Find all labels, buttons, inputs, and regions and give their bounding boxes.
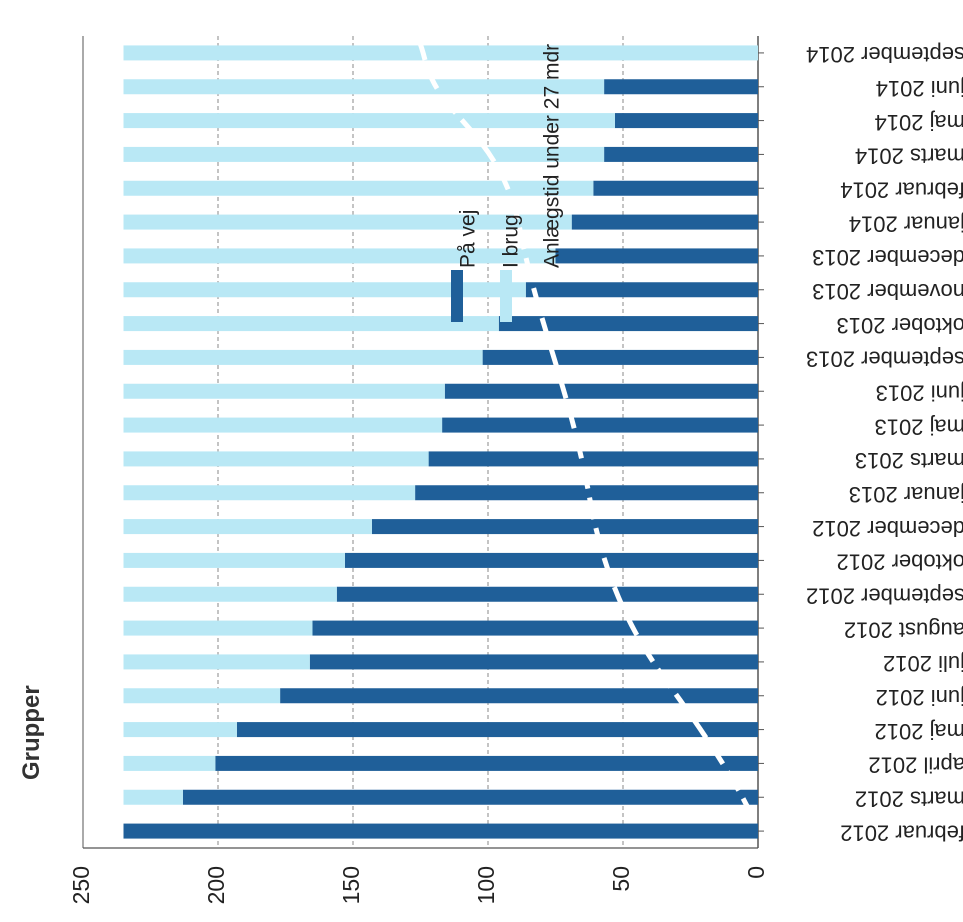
threshold-curve (369, 24, 756, 820)
bar-paa-vej (215, 755, 759, 771)
bar-paa-vej (309, 654, 758, 670)
bar-i-brug (123, 146, 605, 162)
value-tick-label: 250 (68, 866, 94, 904)
category-label: oktober 2012 (837, 550, 963, 575)
category-label: juli 2012 (883, 651, 963, 676)
bar-paa-vej (593, 180, 758, 196)
category-label: september 2013 (806, 347, 963, 372)
bar-paa-vej (428, 451, 758, 467)
bar-paa-vej (236, 722, 758, 738)
category-label: januar 2013 (849, 482, 963, 507)
bar-paa-vej (444, 383, 758, 399)
bar-i-brug (123, 552, 345, 568)
category-label: februar 2012 (840, 820, 963, 845)
bar-i-brug (123, 755, 216, 771)
bar-paa-vej (312, 620, 758, 636)
bar-i-brug (123, 519, 372, 535)
bar-paa-vej (415, 485, 758, 501)
legend-swatch-i-brug (500, 270, 512, 322)
value-tick-label: 100 (473, 866, 499, 904)
bar-paa-vej (604, 146, 758, 162)
category-label: august 2012 (844, 617, 963, 642)
bar-i-brug (123, 485, 416, 501)
bar-paa-vej (571, 214, 758, 230)
value-tick-label: 0 (743, 866, 769, 879)
bar-paa-vej (371, 519, 758, 535)
value-tick-label: 150 (338, 866, 364, 904)
bar-paa-vej (482, 349, 758, 365)
category-label: marts 2014 (855, 144, 963, 169)
bar-i-brug (123, 688, 281, 704)
bar-i-brug (123, 214, 572, 230)
bar-paa-vej (498, 316, 758, 332)
category-label: februar 2014 (840, 177, 963, 202)
category-label: januar 2014 (849, 211, 963, 236)
bar-i-brug (123, 654, 310, 670)
category-label: maj 2012 (874, 719, 963, 744)
category-label: marts 2013 (855, 448, 963, 473)
bar-paa-vej (182, 789, 758, 805)
bar-paa-vej (344, 552, 758, 568)
bar-i-brug (123, 248, 556, 264)
category-label: december 2013 (812, 245, 963, 270)
category-label: juni 2012 (876, 685, 963, 710)
category-label: juni 2014 (876, 76, 963, 101)
category-label: september 2014 (806, 42, 963, 67)
bar-i-brug (123, 722, 237, 738)
bar-paa-vej (336, 586, 758, 602)
bar-paa-vej (604, 79, 758, 95)
bar-i-brug (123, 789, 183, 805)
category-label: september 2012 (806, 583, 963, 608)
bar-i-brug (123, 383, 445, 399)
legend-swatch-paa-vej (451, 270, 463, 322)
category-label: april 2012 (868, 753, 963, 778)
category-label: oktober 2013 (837, 313, 963, 338)
category-label: maj 2014 (874, 110, 963, 135)
category-label: juni 2013 (876, 380, 963, 405)
bar-i-brug (123, 620, 313, 636)
bar-i-brug (123, 180, 594, 196)
bar-i-brug (123, 586, 337, 602)
category-label: december 2012 (812, 516, 963, 541)
bar-i-brug (123, 79, 605, 95)
bar-paa-vej (555, 248, 758, 264)
category-label: marts 2012 (855, 786, 963, 811)
bar-i-brug (123, 451, 429, 467)
bar-i-brug (123, 316, 499, 332)
bar-i-brug (123, 282, 526, 298)
bar-paa-vej (614, 113, 758, 129)
category-label: november 2013 (812, 279, 963, 304)
legend-label-paa-vej: På vej (457, 210, 480, 268)
value-tick-label: 50 (608, 866, 634, 892)
bar-i-brug (123, 113, 615, 129)
bar-i-brug (123, 45, 758, 61)
bar-paa-vej (525, 282, 758, 298)
bar-i-brug (123, 417, 443, 433)
bar-paa-vej (280, 688, 758, 704)
value-tick-label: 200 (203, 866, 229, 904)
bar-i-brug (123, 349, 483, 365)
category-label: maj 2013 (874, 414, 963, 439)
legend-label-i-brug: I brug (500, 214, 523, 268)
curve-annotation-label: Anlægstid under 27 mdr (541, 44, 564, 268)
bar-paa-vej (442, 417, 758, 433)
bar-paa-vej (123, 823, 758, 839)
